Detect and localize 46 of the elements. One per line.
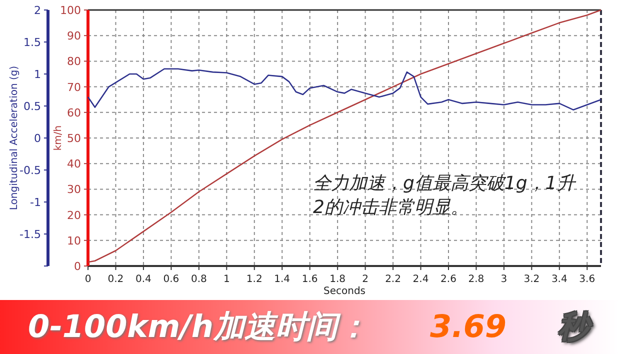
- y-tick-label: 50: [67, 132, 81, 145]
- y-tick-label: 70: [67, 80, 81, 94]
- y-tick-label: 60: [67, 106, 81, 120]
- y2-tick-label: 1.5: [24, 36, 41, 49]
- x-tick-label: 0.8: [190, 274, 207, 285]
- x-tick-label: 1.8: [330, 274, 346, 285]
- y2-axis-title: Longitudinal Acceleration (g): [9, 66, 20, 210]
- y2-tick-label: -1.5: [20, 228, 41, 241]
- y-axis-title: km/h: [53, 125, 64, 151]
- x-tick-label: 2: [362, 274, 368, 285]
- text: 3.69: [430, 308, 506, 347]
- x-tick-label: 0.2: [108, 274, 124, 285]
- y-tick-label: 10: [67, 234, 81, 248]
- x-tick-label: 1.2: [246, 274, 262, 285]
- y-tick-label: 80: [67, 55, 81, 68]
- y-tick-label: 20: [67, 208, 81, 222]
- y2-tick-label: 0: [34, 132, 41, 145]
- y-tick-label: 100: [60, 4, 81, 17]
- x-tick-label: 3.6: [579, 274, 596, 285]
- x-tick-label: 2.4: [412, 274, 429, 285]
- y-tick-label: 30: [67, 183, 81, 196]
- x-tick-label: 1.6: [302, 274, 318, 285]
- line-series: [87, 68, 602, 110]
- x-tick-label: 0.6: [163, 274, 180, 285]
- y2-tick-label: 0.5: [24, 100, 41, 113]
- x-tick-label: 1.4: [274, 274, 290, 285]
- y2-tick-label: 2: [34, 4, 41, 17]
- y-tick-label: 40: [67, 158, 81, 171]
- x-axis-title: Seconds: [323, 286, 366, 297]
- line-series: [87, 9, 602, 263]
- x-tick-label: 1: [223, 274, 230, 285]
- x-tick-label: 2.2: [385, 274, 401, 285]
- x-tick-label: 0.4: [136, 274, 152, 285]
- x-tick-label: 3.2: [524, 274, 540, 285]
- text: 0-100km/h加速时间：: [28, 308, 368, 347]
- y-tick-label: 90: [67, 30, 81, 43]
- y-tick-label: 0: [74, 260, 81, 273]
- x-tick-label: 2.8: [468, 274, 484, 285]
- x-tick-label: 0: [84, 274, 92, 285]
- y2-tick-label: -1: [30, 196, 41, 209]
- x-tick-label: 3: [500, 274, 508, 285]
- y2-tick-label: -0.5: [20, 164, 41, 177]
- y2-tick-label: 1: [34, 68, 41, 81]
- annotation: 全力加速，g值最高突破1g，1升2的冲击非常明显。: [313, 172, 578, 220]
- x-tick-label: 3.4: [551, 274, 568, 285]
- x-tick-label: 2.6: [440, 274, 456, 285]
